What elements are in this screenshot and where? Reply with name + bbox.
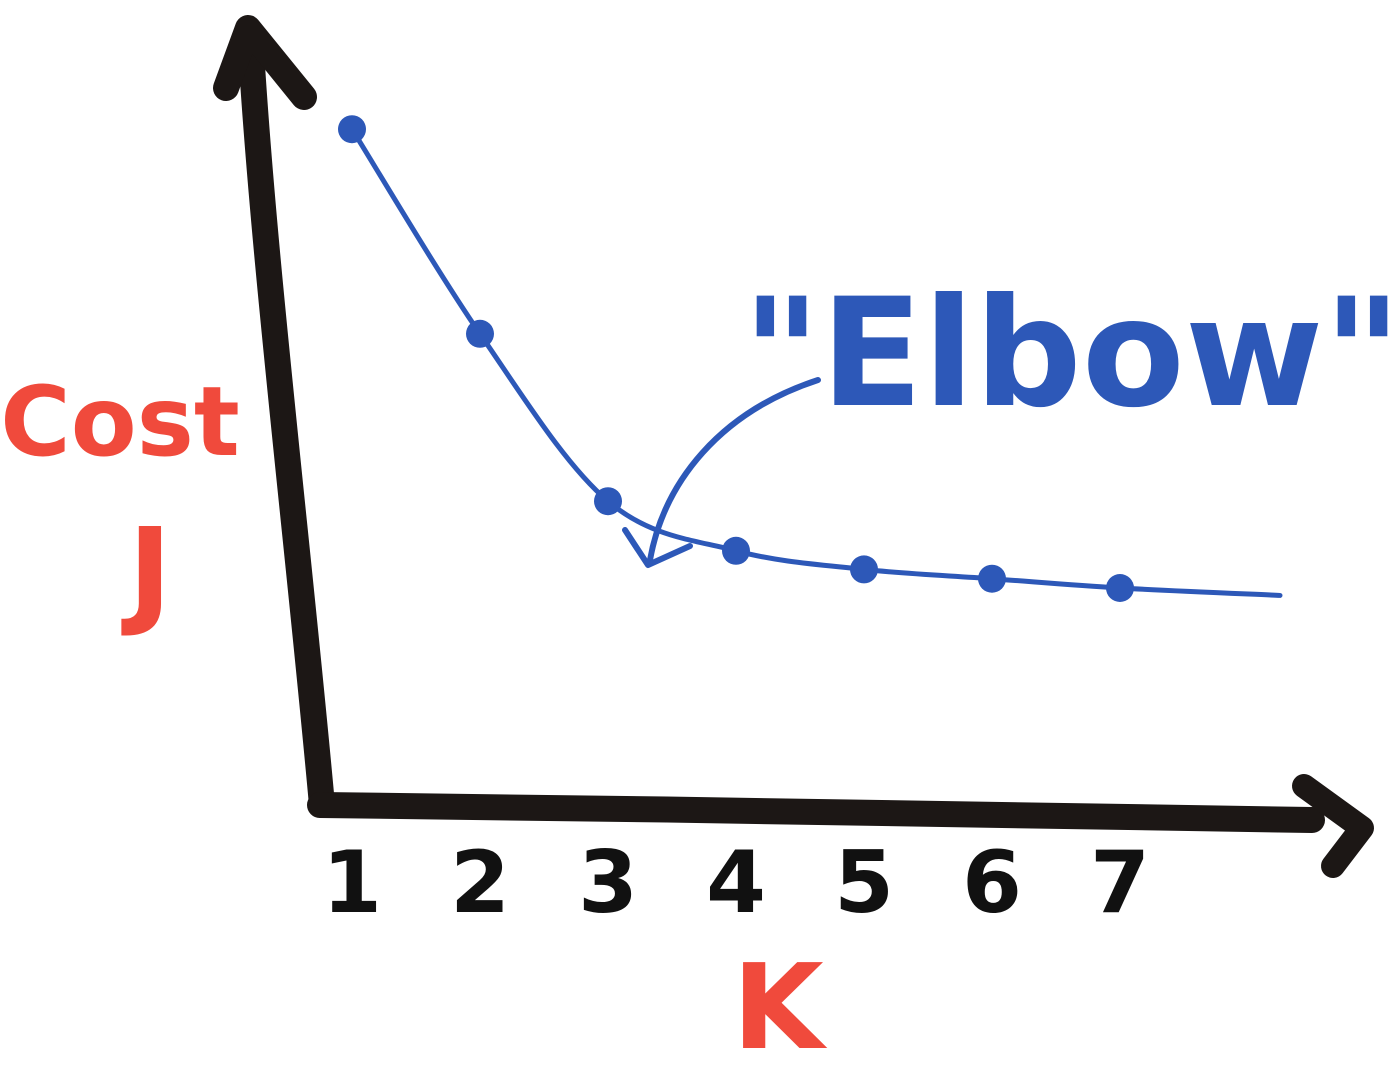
x-tick-label: 4 [706, 833, 766, 933]
axis-labels: Cost J K [0, 366, 828, 1076]
x-axis-line [307, 792, 1325, 833]
data-point [850, 555, 878, 584]
data-point [722, 536, 750, 565]
y-axis-arrowhead [213, 15, 317, 110]
y-axis-label-line1: Cost [0, 366, 239, 478]
x-axis-label: K [732, 938, 828, 1076]
data-point [338, 115, 366, 144]
x-tick-label: 2 [450, 833, 510, 933]
data-point [978, 564, 1006, 593]
x-tick-label: 7 [1090, 833, 1150, 933]
axes [213, 15, 1374, 878]
data-point [466, 319, 494, 348]
y-axis-label-line2: J [121, 502, 172, 640]
series [338, 115, 1283, 602]
y-axis-line [237, 19, 335, 818]
elbow-arrow [647, 377, 821, 563]
x-tick-label: 1 [322, 833, 382, 933]
elbow-annotation: "Elbow" [622, 267, 1400, 568]
x-tick-label: 5 [834, 833, 894, 933]
elbow-annotation-text: "Elbow" [742, 267, 1400, 441]
data-point [1106, 574, 1134, 602]
data-point [594, 487, 622, 516]
x-tick-label: 3 [578, 833, 638, 933]
x-tick-label: 6 [962, 833, 1022, 933]
x-axis-arrowhead [1292, 774, 1374, 878]
elbow-arrowhead [622, 527, 693, 568]
